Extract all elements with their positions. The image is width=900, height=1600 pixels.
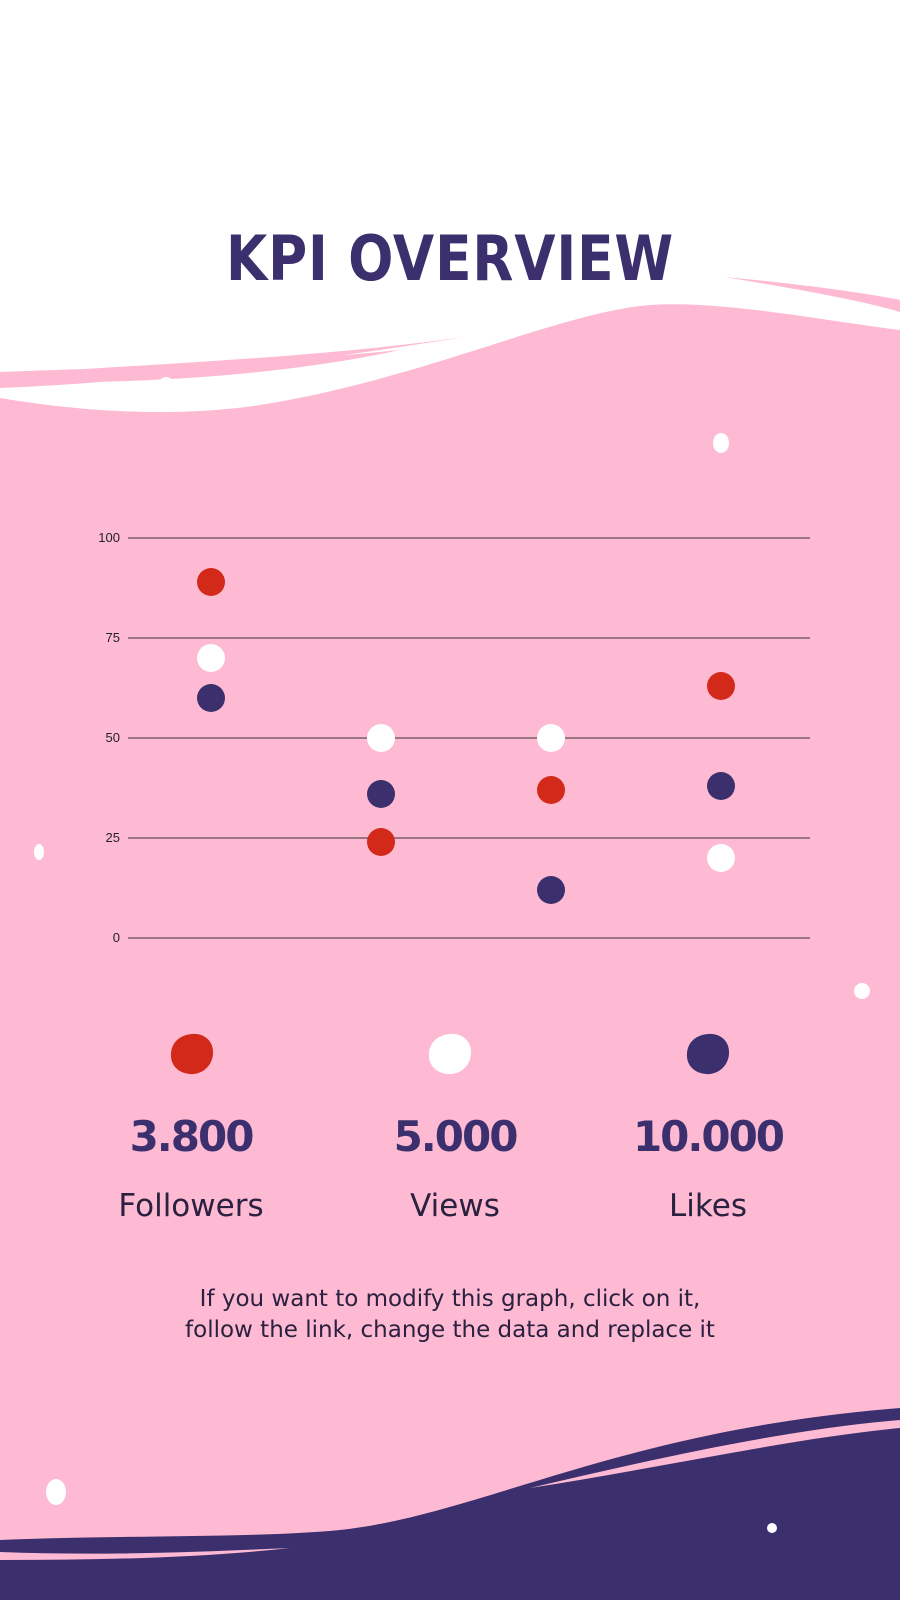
kpi-dot-followers (170, 1033, 214, 1075)
kpi-label-followers: Followers (118, 1188, 264, 1224)
deco-dot (713, 433, 729, 453)
data-point (707, 772, 735, 800)
data-point (367, 724, 395, 752)
instruction-note-line-1: If you want to modify this graph, click … (199, 1286, 701, 1312)
kpi-label-likes: Likes (669, 1188, 747, 1224)
y-tick-label: 75 (106, 630, 120, 645)
y-tick-label: 100 (98, 530, 120, 545)
bottom-pink-streak-left (0, 1548, 290, 1560)
data-point (197, 568, 225, 596)
deco-dot (159, 377, 173, 391)
kpi-value-followers: 3.800 (129, 1112, 255, 1161)
data-point (197, 684, 225, 712)
data-point (537, 876, 565, 904)
deco-dot (46, 1479, 66, 1505)
y-tick-label: 0 (113, 930, 120, 945)
kpi-dot-views (428, 1033, 472, 1075)
data-point (197, 644, 225, 672)
instruction-note-line-2: follow the link, change the data and rep… (185, 1317, 715, 1343)
data-point (367, 828, 395, 856)
y-tick-label: 25 (106, 830, 120, 845)
top-white-wave (0, 0, 900, 413)
data-point (537, 776, 565, 804)
deco-dot (34, 844, 44, 860)
data-point (707, 672, 735, 700)
top-pink-streak-right (725, 277, 900, 312)
deco-dot (854, 983, 870, 999)
kpi-dot-likes (686, 1033, 730, 1075)
y-tick-label: 50 (106, 730, 120, 745)
page-title: KPI OVERVIEW (225, 222, 675, 295)
kpi-value-views: 5.000 (393, 1112, 519, 1161)
bottom-purple-wave (0, 1408, 900, 1600)
kpi-scatter-chart: 0 25 50 75 100 (98, 530, 810, 945)
data-point (537, 724, 565, 752)
kpi-label-views: Views (410, 1188, 500, 1224)
kpi-value-likes: 10.000 (632, 1112, 785, 1161)
deco-dot (767, 1523, 777, 1533)
data-point (707, 844, 735, 872)
data-point (367, 780, 395, 808)
bottom-pink-streak-right (530, 1420, 900, 1488)
top-pink-band (0, 350, 400, 383)
